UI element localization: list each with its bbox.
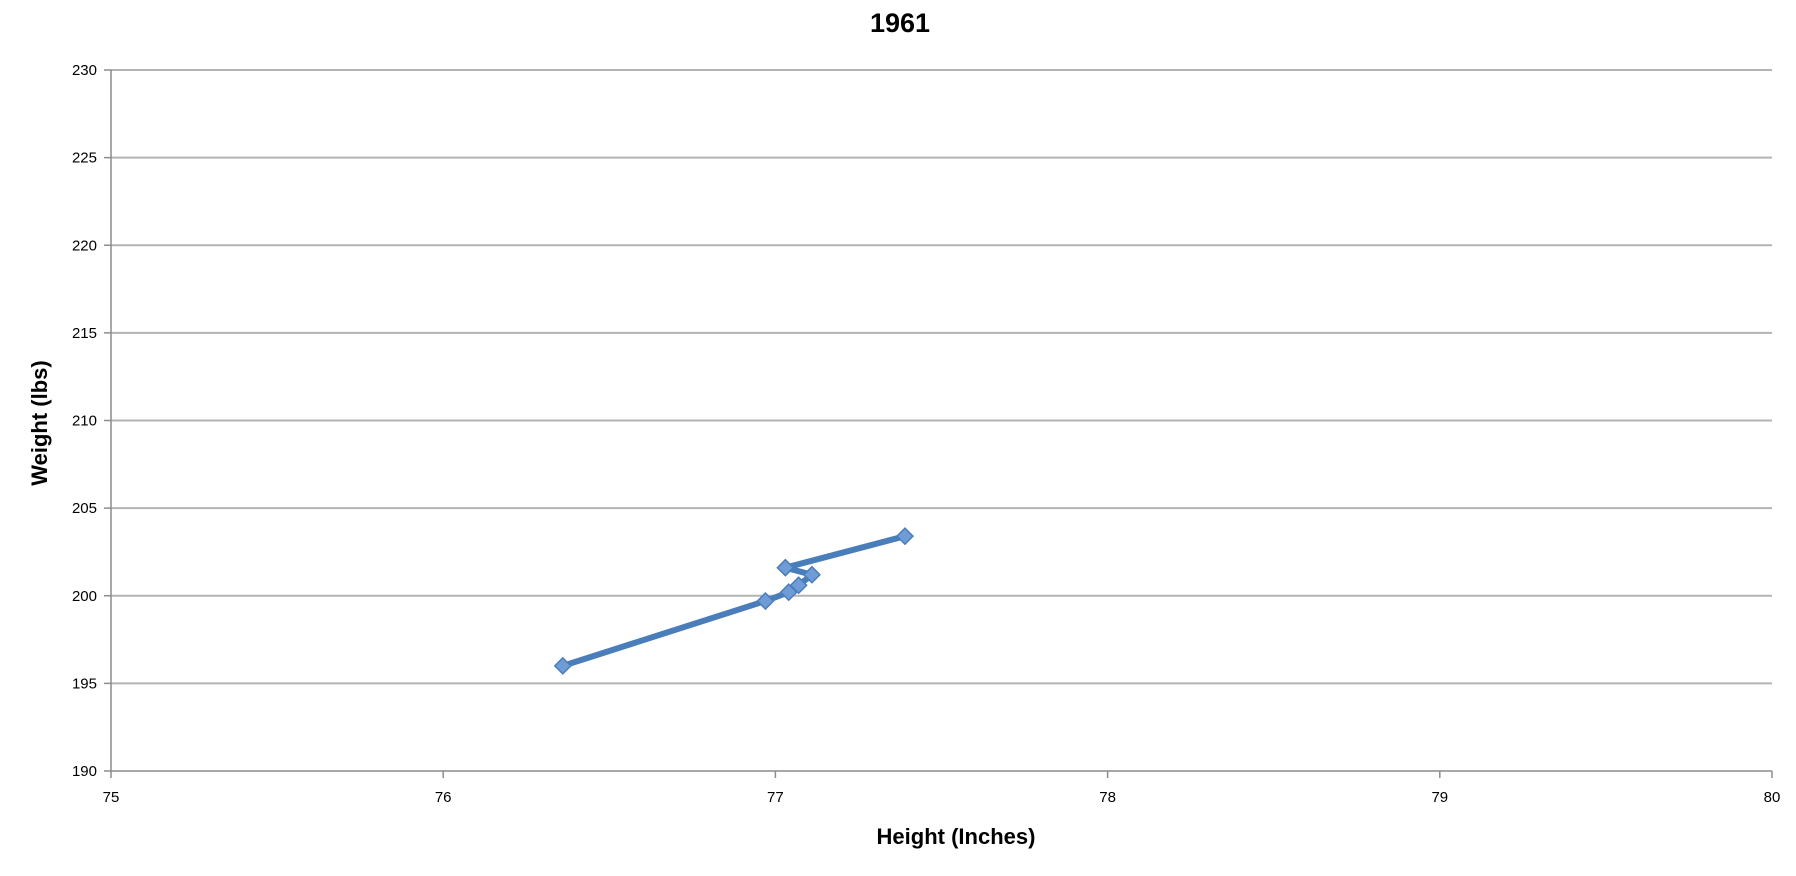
data-point: [802, 565, 822, 584]
chart-title: 1961: [870, 8, 930, 38]
series-line: [559, 533, 908, 669]
y-tick-label: 225: [72, 150, 97, 167]
x-tick-label: 76: [435, 789, 452, 806]
axes: [104, 69, 1773, 778]
y-tick-label: 190: [72, 763, 97, 780]
y-tick-label: 210: [72, 413, 97, 430]
data-point: [789, 576, 808, 595]
x-tick-label: 80: [1764, 789, 1781, 806]
y-tick-label: 215: [72, 325, 97, 342]
y-tick-label: 230: [72, 62, 97, 79]
data-point: [553, 656, 572, 675]
x-tick-label: 77: [767, 789, 784, 806]
y-tick-label: 220: [72, 237, 97, 254]
y-tick-label: 200: [72, 588, 97, 605]
y-axis-title: Weight (lbs): [27, 360, 52, 485]
x-axis-title: Height (Inches): [877, 824, 1036, 849]
data-point: [895, 527, 915, 546]
tick-labels: 190 195 200 205 210 215 220 225 230 75 76 77 78 79 80: [72, 62, 1780, 806]
y-tick-label: 205: [72, 500, 97, 517]
data-point: [756, 591, 775, 611]
y-tick-label: 195: [72, 675, 97, 692]
x-tick-label: 75: [103, 789, 120, 806]
data-point: [776, 558, 795, 577]
x-tick-label: 79: [1431, 789, 1448, 806]
gridlines: [111, 69, 1772, 685]
x-tick-label: 78: [1099, 789, 1116, 806]
series: [553, 527, 915, 675]
